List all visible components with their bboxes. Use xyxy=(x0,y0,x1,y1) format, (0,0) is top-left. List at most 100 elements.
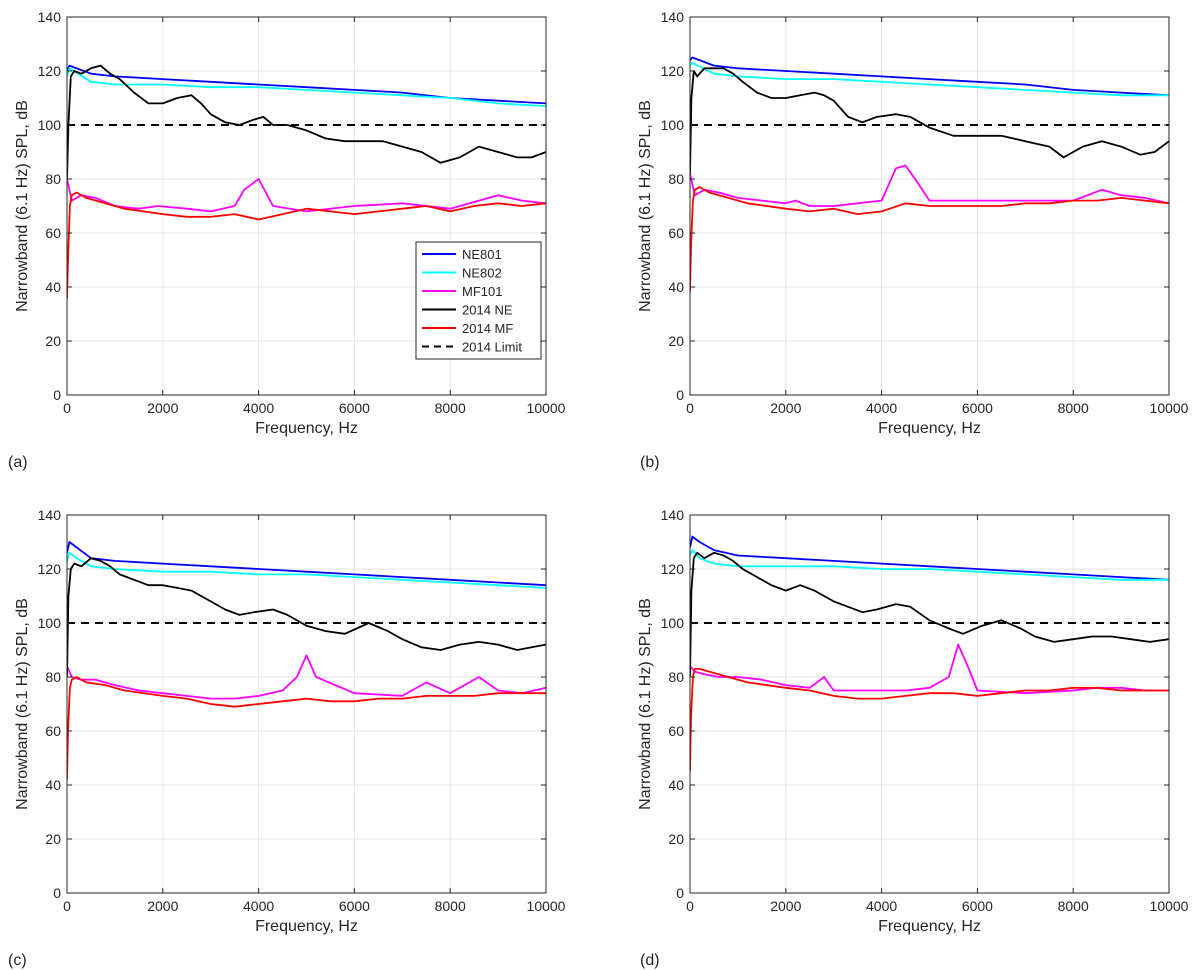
y-tick-label: 140 xyxy=(38,507,62,523)
y-tick-label: 60 xyxy=(45,723,61,739)
x-tick-label: 4000 xyxy=(243,400,274,416)
x-tick-label: 4000 xyxy=(243,898,274,914)
x-axis-label: Frequency, Hz xyxy=(255,918,358,935)
series-line-ne802 xyxy=(690,549,1169,581)
y-tick-label: 40 xyxy=(668,279,684,295)
y-tick-label: 80 xyxy=(668,171,684,187)
y-tick-label: 0 xyxy=(676,885,684,901)
y-tick-label: 20 xyxy=(668,831,684,847)
panel-label: (d) xyxy=(640,952,660,969)
series-line-2014-mf xyxy=(690,668,1169,772)
x-tick-label: 6000 xyxy=(339,400,370,416)
x-tick-label: 10000 xyxy=(1150,400,1189,416)
x-tick-label: 10000 xyxy=(527,898,566,914)
axes-frame xyxy=(689,514,1170,894)
chart-panel-c: 0 2000 4000 6000 8000 10000 0 20 40 60 80 100 120 140… xyxy=(8,507,566,969)
y-tick-label: 140 xyxy=(661,507,685,523)
series-group xyxy=(67,541,546,780)
legend-label-mf101: MF101 xyxy=(462,284,502,299)
y-tick-label: 0 xyxy=(676,387,684,403)
x-tick-label: 6000 xyxy=(962,400,993,416)
x-tick-label: 10000 xyxy=(1150,898,1189,914)
series-line-ne801 xyxy=(690,56,1169,97)
x-tick-label: 2000 xyxy=(147,898,178,914)
y-axis-label: Narrowband (6.1 Hz) SPL, dB xyxy=(14,598,31,810)
series-line-2014-ne xyxy=(67,64,546,180)
y-tick-label: 40 xyxy=(45,279,61,295)
plot-area xyxy=(67,515,546,893)
panel-label: (b) xyxy=(640,454,660,471)
series-group xyxy=(690,535,1169,772)
series-line-2014-mf xyxy=(67,191,546,298)
legend-label-ne802: NE802 xyxy=(462,266,502,281)
series-line-mf101 xyxy=(67,654,546,700)
y-tick-label: 120 xyxy=(38,561,62,577)
x-tick-label: 10000 xyxy=(527,400,566,416)
chart-panel-a: 0 2000 4000 6000 8000 10000 0 20 40 60 80 100 120 140… xyxy=(8,9,566,471)
y-tick-label: 60 xyxy=(45,225,61,241)
x-tick-label: 2000 xyxy=(147,400,178,416)
y-axis-label: Narrowband (6.1 Hz) SPL, dB xyxy=(637,598,654,810)
y-tick-label: 120 xyxy=(661,63,685,79)
series-line-2014-ne xyxy=(690,551,1169,678)
x-tick-label: 0 xyxy=(63,400,71,416)
axes-frame xyxy=(66,16,547,396)
y-tick-label: 60 xyxy=(668,225,684,241)
y-axis-label: Narrowband (6.1 Hz) SPL, dB xyxy=(14,100,31,312)
chart-panel-b: 0 2000 4000 6000 8000 10000 0 20 40 60 80 100 120 140… xyxy=(637,9,1189,471)
y-tick-label: 0 xyxy=(53,885,61,901)
x-axis-label: Frequency, Hz xyxy=(255,420,358,437)
y-tick-label: 40 xyxy=(668,777,684,793)
y-tick-label: 20 xyxy=(45,333,61,349)
x-tick-label: 0 xyxy=(63,898,71,914)
series-line-ne802 xyxy=(690,62,1169,97)
series-group xyxy=(690,56,1169,293)
legend: NE801 NE802 MF101 2014 NE 2014 MF 2014 Limit xyxy=(415,241,542,360)
series-group xyxy=(67,64,546,298)
x-axis-label: Frequency, Hz xyxy=(878,918,981,935)
legend-label-2014-ne: 2014 NE xyxy=(462,303,513,318)
y-tick-label: 140 xyxy=(661,9,685,25)
y-axis-label: Narrowband (6.1 Hz) SPL, dB xyxy=(637,100,654,312)
series-line-ne802 xyxy=(67,551,546,589)
y-tick-label: 20 xyxy=(668,333,684,349)
y-tick-label: 0 xyxy=(53,387,61,403)
x-tick-label: 2000 xyxy=(770,400,801,416)
series-line-ne801 xyxy=(67,541,546,587)
panel-label: (a) xyxy=(8,454,28,471)
y-tick-label: 100 xyxy=(661,615,685,631)
legend-label-ne801: NE801 xyxy=(462,247,502,262)
series-line-2014-ne xyxy=(67,557,546,678)
x-tick-label: 2000 xyxy=(770,898,801,914)
y-tick-label: 80 xyxy=(45,669,61,685)
series-line-2014-mf xyxy=(690,186,1169,293)
series-line-mf101 xyxy=(690,164,1169,207)
x-tick-label: 0 xyxy=(686,400,694,416)
x-tick-label: 6000 xyxy=(962,898,993,914)
axes-frame xyxy=(66,514,547,894)
x-tick-label: 0 xyxy=(686,898,694,914)
x-tick-label: 4000 xyxy=(866,898,897,914)
y-tick-label: 80 xyxy=(668,669,684,685)
y-tick-label: 100 xyxy=(38,117,62,133)
series-line-mf101 xyxy=(67,178,546,213)
y-tick-label: 80 xyxy=(45,171,61,187)
x-tick-label: 6000 xyxy=(339,898,370,914)
legend-label-2014-limit: 2014 Limit xyxy=(462,340,522,355)
y-tick-label: 100 xyxy=(38,615,62,631)
x-tick-label: 8000 xyxy=(435,400,466,416)
series-line-2014-ne xyxy=(690,67,1169,174)
axes-frame xyxy=(689,16,1170,396)
x-tick-label: 8000 xyxy=(1058,898,1089,914)
x-tick-label: 8000 xyxy=(435,898,466,914)
legend-label-2014-mf: 2014 MF xyxy=(462,321,513,336)
panel-label: (c) xyxy=(8,952,27,969)
y-tick-label: 40 xyxy=(45,777,61,793)
series-line-mf101 xyxy=(690,643,1169,695)
plot-area xyxy=(690,515,1169,893)
y-tick-label: 140 xyxy=(38,9,62,25)
x-tick-label: 8000 xyxy=(1058,400,1089,416)
series-line-ne802 xyxy=(67,67,546,107)
y-tick-label: 100 xyxy=(661,117,685,133)
x-axis-label: Frequency, Hz xyxy=(878,420,981,437)
